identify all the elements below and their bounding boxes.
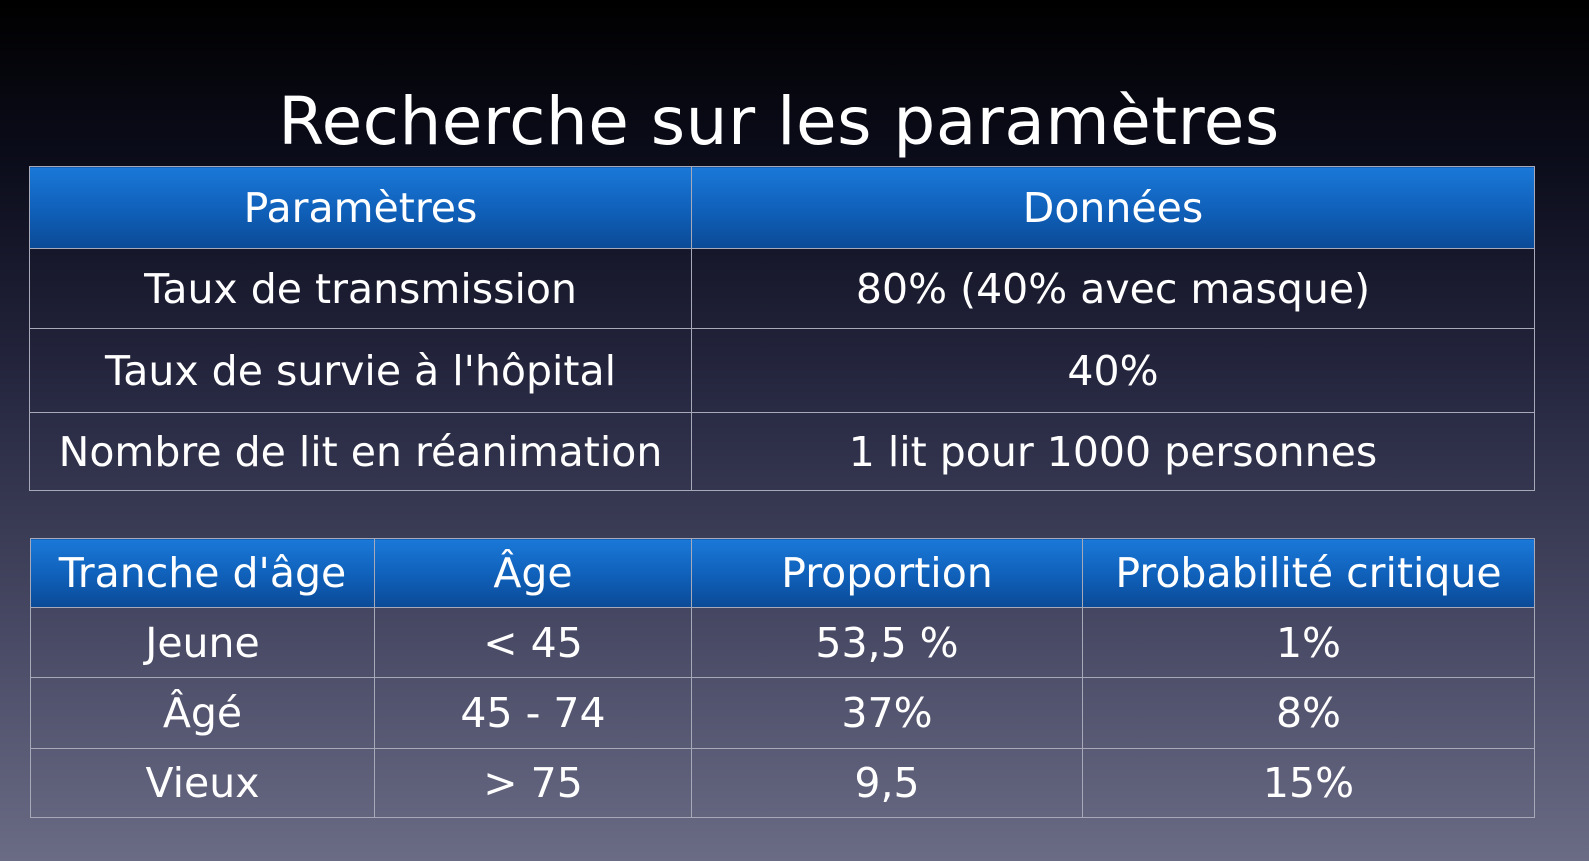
table-cell: 37% [691,677,1083,749]
table-cell: 1 lit pour 1000 personnes [691,412,1535,491]
table-header-row: Tranche d'âge Âge Proportion Probabilité… [30,538,1535,608]
table-row: Taux de survie à l'hôpital 40% [29,328,1535,413]
column-header-donnees: Données [691,166,1535,249]
age-groups-table: Tranche d'âge Âge Proportion Probabilité… [30,538,1535,818]
parameters-table: Paramètres Données Taux de transmission … [29,166,1535,491]
table-cell: Âgé [30,677,375,749]
table-cell: 40% [691,328,1535,413]
table-row: Vieux > 75 9,5 15% [30,748,1535,818]
column-header-proportion: Proportion [691,538,1083,608]
table-cell: Jeune [30,607,375,678]
table-row: Taux de transmission 80% (40% avec masqu… [29,248,1535,329]
table-cell: Taux de survie à l'hôpital [29,328,692,413]
table-header-row: Paramètres Données [29,166,1535,249]
table-cell: 53,5 % [691,607,1083,678]
table-cell: 9,5 [691,748,1083,818]
table-cell: 15% [1082,748,1535,818]
table-cell: 8% [1082,677,1535,749]
column-header-age: Âge [374,538,692,608]
table-cell: < 45 [374,607,692,678]
table-row: Âgé 45 - 74 37% 8% [30,677,1535,749]
table-row: Jeune < 45 53,5 % 1% [30,607,1535,678]
column-header-parametres: Paramètres [29,166,692,249]
column-header-probabilite-critique: Probabilité critique [1082,538,1535,608]
table-cell: Vieux [30,748,375,818]
table-cell: Nombre de lit en réanimation [29,412,692,491]
table-cell: Taux de transmission [29,248,692,329]
table-row: Nombre de lit en réanimation 1 lit pour … [29,412,1535,491]
column-header-tranche-age: Tranche d'âge [30,538,375,608]
slide-title: Recherche sur les paramètres [278,83,1280,161]
table-cell: 80% (40% avec masque) [691,248,1535,329]
table-cell: 45 - 74 [374,677,692,749]
table-cell: 1% [1082,607,1535,678]
table-cell: > 75 [374,748,692,818]
